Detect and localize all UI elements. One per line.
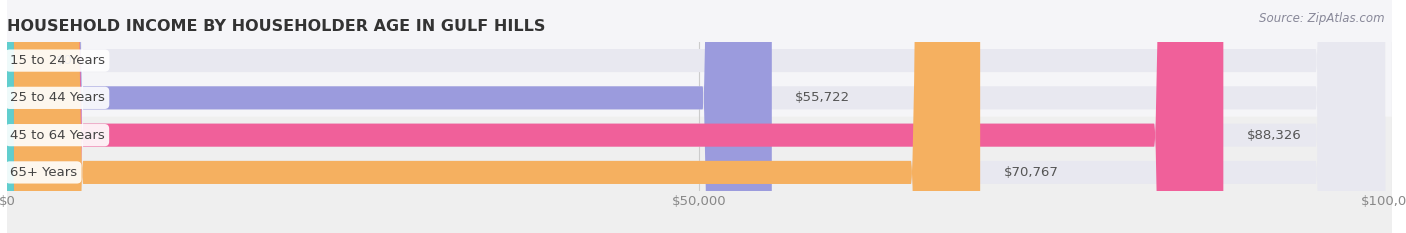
FancyBboxPatch shape	[14, 0, 772, 233]
Text: 15 to 24 Years: 15 to 24 Years	[10, 54, 105, 67]
Text: HOUSEHOLD INCOME BY HOUSEHOLDER AGE IN GULF HILLS: HOUSEHOLD INCOME BY HOUSEHOLDER AGE IN G…	[7, 19, 546, 34]
FancyBboxPatch shape	[7, 116, 1392, 233]
FancyBboxPatch shape	[14, 0, 1385, 233]
FancyBboxPatch shape	[7, 0, 1392, 116]
FancyBboxPatch shape	[14, 0, 1223, 233]
FancyBboxPatch shape	[14, 0, 1385, 233]
FancyBboxPatch shape	[14, 0, 980, 233]
Text: Source: ZipAtlas.com: Source: ZipAtlas.com	[1260, 12, 1385, 25]
FancyBboxPatch shape	[14, 0, 1385, 233]
Text: $0: $0	[55, 54, 72, 67]
Text: $88,326: $88,326	[1247, 129, 1302, 142]
FancyBboxPatch shape	[14, 0, 1385, 233]
FancyBboxPatch shape	[7, 0, 49, 233]
Text: $70,767: $70,767	[1004, 166, 1059, 179]
Text: 45 to 64 Years: 45 to 64 Years	[10, 129, 104, 142]
Text: $55,722: $55,722	[796, 91, 851, 104]
Text: 65+ Years: 65+ Years	[10, 166, 77, 179]
Text: 25 to 44 Years: 25 to 44 Years	[10, 91, 104, 104]
